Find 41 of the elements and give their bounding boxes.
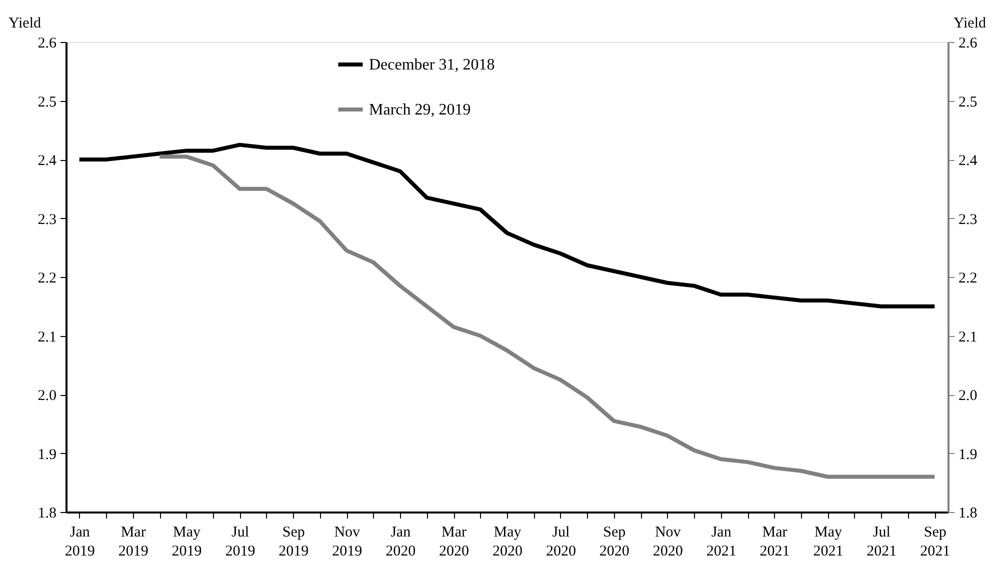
y2-axis-title: Yield xyxy=(954,16,986,32)
x-tick-label: Jan 2021 xyxy=(706,524,736,560)
y-tick-label: 2.2 xyxy=(38,270,56,286)
x-tick-label: Mar 2020 xyxy=(439,524,470,560)
y2-tick-label: 2.0 xyxy=(958,388,978,404)
y-tick-label: 1.8 xyxy=(38,506,56,522)
line-series xyxy=(77,142,937,308)
line-series xyxy=(158,154,937,479)
legend-label: December 31, 2018 xyxy=(369,56,495,74)
y2-tick-label: 2.1 xyxy=(958,329,978,346)
x-tick-label: Sep 2020 xyxy=(599,524,630,560)
y2-tick-label: 2.3 xyxy=(958,212,978,228)
x-tick-label: Jul 2019 xyxy=(225,524,256,560)
y2-tick-label: 2.2 xyxy=(958,270,978,286)
x-tick-label: Mar 2019 xyxy=(118,524,148,560)
x-tick-label: Jul 2020 xyxy=(546,524,576,560)
y-tick-label: 2.1 xyxy=(38,329,56,346)
y2-tick-label: 2.4 xyxy=(958,153,978,169)
x-tick-label: Jul 2021 xyxy=(866,524,897,560)
y-tick-label: 2.0 xyxy=(38,388,56,404)
x-tick-label: Mar 2021 xyxy=(760,524,790,560)
x-tick-label: Jan 2020 xyxy=(386,524,416,560)
y-tick-label: 2.3 xyxy=(38,212,56,228)
y2-tick-label: 2.5 xyxy=(958,94,978,110)
y2-tick-label: 1.9 xyxy=(958,446,978,463)
legend-label: March 29, 2019 xyxy=(369,102,471,118)
y2-tick-label: 1.8 xyxy=(958,506,978,522)
y-tick-label: 2.6 xyxy=(38,36,57,52)
y2-tick-label: 2.6 xyxy=(958,36,978,52)
y-tick-label: 2.4 xyxy=(38,153,57,169)
x-tick-label: May 2020 xyxy=(492,524,522,560)
x-tick-label: May 2019 xyxy=(172,524,202,560)
y-tick-label: 1.9 xyxy=(38,446,56,463)
x-tick-label: May 2021 xyxy=(813,524,844,560)
x-tick-label: Nov 2019 xyxy=(332,524,362,560)
x-tick-label: Nov 2020 xyxy=(652,524,683,560)
x-tick-label: Sep 2019 xyxy=(278,524,309,560)
y-axis-title: Yield xyxy=(8,16,42,32)
y-tick-label: 2.5 xyxy=(38,94,56,110)
x-tick-label: Sep 2021 xyxy=(920,524,950,560)
x-tick-label: Jan 2019 xyxy=(64,524,95,560)
